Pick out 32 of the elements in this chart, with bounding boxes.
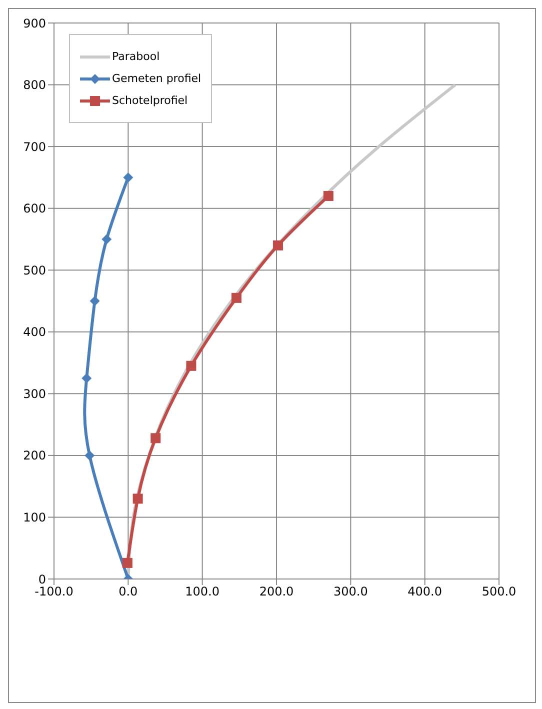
legend-label: Schotelprofiel (112, 94, 188, 107)
x-tick-label: 0.0 (118, 584, 138, 599)
point (122, 558, 132, 568)
y-tick-label: 500 (23, 263, 46, 278)
y-tick-label: 100 (23, 510, 46, 524)
point (323, 190, 334, 201)
x-tick-label: 100.0 (185, 584, 220, 599)
point (186, 360, 196, 371)
x-tick-label: 400.0 (408, 584, 442, 599)
point (90, 296, 100, 306)
point (150, 433, 161, 444)
legend-label: Parabool (112, 50, 160, 63)
y-tick-label: 200 (23, 448, 46, 463)
point (132, 494, 143, 504)
point (82, 373, 92, 384)
y-tick-label: 300 (23, 386, 46, 401)
y-tick-label: 800 (23, 78, 46, 92)
x-tick-label: 200.0 (259, 584, 294, 599)
point (123, 172, 134, 182)
legend-label: Gemeten profiel (112, 72, 202, 85)
point (231, 292, 242, 303)
x-tick-label: -100.0 (34, 584, 74, 599)
y-tick-label: 700 (23, 140, 46, 154)
point (272, 240, 283, 250)
y-tick-label: 600 (23, 202, 46, 216)
y-tick-label: 0 (38, 572, 46, 586)
y-tick-label: 900 (23, 16, 46, 30)
point (84, 450, 95, 460)
point (102, 234, 112, 244)
y-tick-label: 400 (23, 325, 46, 340)
x-tick-label: 500.0 (482, 584, 516, 599)
x-tick-label: 300.0 (333, 584, 368, 599)
